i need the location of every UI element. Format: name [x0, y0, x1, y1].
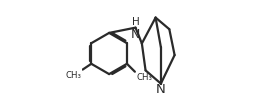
Text: CH₃: CH₃ — [136, 73, 152, 82]
Text: CH₃: CH₃ — [66, 71, 82, 80]
Text: N: N — [156, 83, 166, 96]
Text: H: H — [132, 17, 139, 27]
Text: N: N — [131, 28, 140, 41]
